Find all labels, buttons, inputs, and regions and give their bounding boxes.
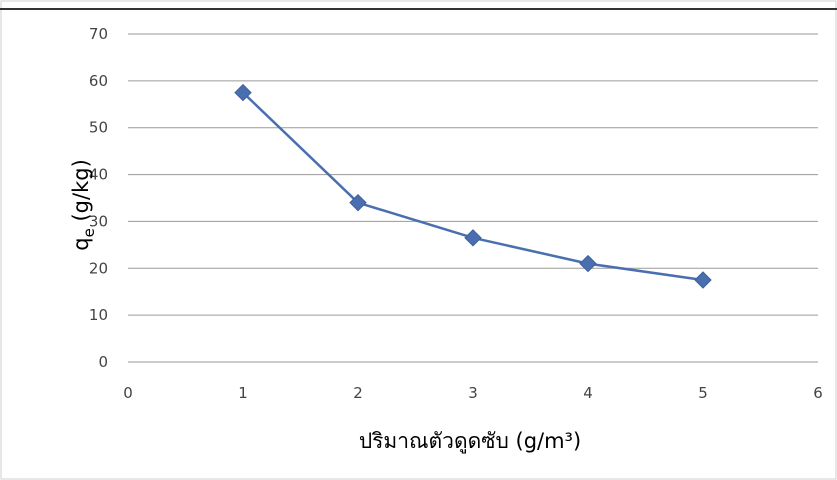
data-point-1 bbox=[234, 83, 252, 102]
y-tick-label: 10 bbox=[89, 306, 108, 324]
data-point-3 bbox=[464, 229, 482, 247]
x-tick-label: 5 bbox=[698, 384, 708, 402]
data-point-5 bbox=[694, 271, 712, 289]
y-axis-title: qe (g/kg) bbox=[69, 159, 98, 251]
x-tick-label: 6 bbox=[813, 384, 823, 402]
data-point-4 bbox=[579, 254, 597, 273]
x-tick-label: 2 bbox=[353, 384, 363, 402]
x-tick-label: 0 bbox=[123, 384, 133, 402]
data-point-2 bbox=[349, 193, 367, 212]
y-tick-label: 0 bbox=[98, 353, 108, 371]
y-tick-label: 40 bbox=[89, 166, 108, 184]
y-tick-label: 30 bbox=[89, 212, 108, 230]
y-tick-label: 60 bbox=[89, 72, 108, 90]
x-tick-label: 3 bbox=[468, 384, 478, 402]
y-tick-labels: 0 10 20 30 40 50 60 70 bbox=[89, 25, 108, 371]
y-tick-label: 20 bbox=[89, 259, 108, 277]
series-line bbox=[242, 91, 704, 282]
y-tick-label: 70 bbox=[89, 25, 108, 43]
series-layer bbox=[234, 83, 712, 289]
y-axis-title-subscript: e bbox=[80, 228, 98, 237]
x-tick-label: 4 bbox=[583, 384, 593, 402]
x-tick-label: 1 bbox=[238, 384, 248, 402]
y-tick-label: 50 bbox=[89, 119, 108, 137]
gridlines bbox=[128, 33, 818, 363]
x-axis-title: ปริมาณตัวดูดซับ (g/m³) bbox=[359, 429, 581, 454]
x-tick-labels: 0 1 2 3 4 5 6 bbox=[123, 384, 823, 402]
